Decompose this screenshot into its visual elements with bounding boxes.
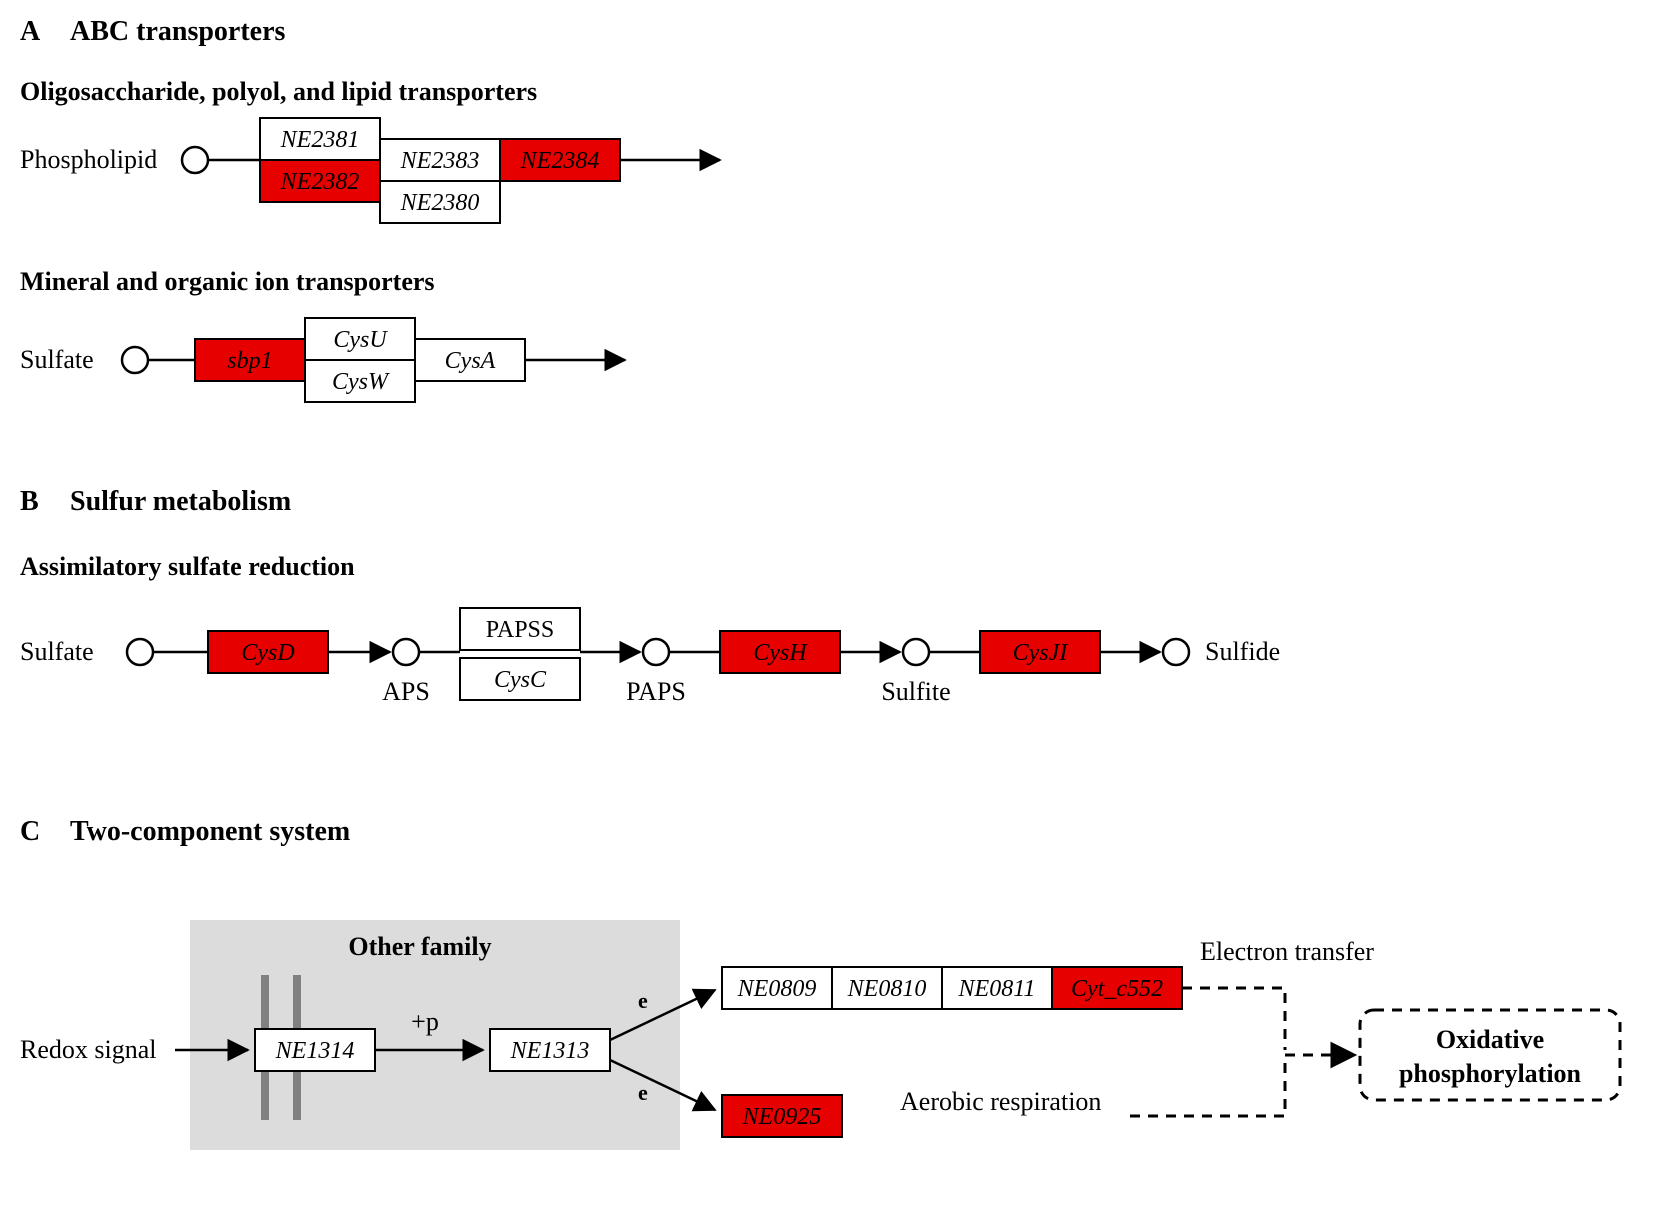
box-CysC: CysC [460, 658, 580, 700]
node-icon [903, 639, 929, 665]
box-NE2383: NE2383 [380, 139, 500, 181]
box-NE2384: NE2384 [500, 139, 620, 181]
svg-text:sbp1: sbp1 [227, 348, 272, 374]
box-NE1313: NE1313 [490, 1029, 610, 1071]
svg-text:CysH: CysH [753, 640, 808, 666]
svg-text:CysD: CysD [241, 640, 294, 666]
aps-label: APS [382, 677, 430, 706]
box-CysW: CysW [305, 360, 415, 402]
box-NE0811: NE0811 [942, 967, 1052, 1009]
svg-text:NE0811: NE0811 [958, 976, 1036, 1002]
paps-label: PAPS [626, 677, 686, 706]
box-NE2380: NE2380 [380, 181, 500, 223]
aerobic-label: Aerobic respiration [900, 1087, 1101, 1116]
svg-text:NE0809: NE0809 [737, 976, 817, 1002]
svg-text:NE1313: NE1313 [510, 1038, 590, 1064]
svg-text:CysW: CysW [332, 369, 390, 395]
svg-text:NE2380: NE2380 [400, 190, 480, 216]
node-icon [127, 639, 153, 665]
plus-p-label: +p [411, 1007, 439, 1036]
svg-text:NE0810: NE0810 [847, 976, 927, 1002]
box-NE0809: NE0809 [722, 967, 832, 1009]
svg-text:NE2381: NE2381 [280, 127, 360, 153]
box-NE0810: NE0810 [832, 967, 942, 1009]
box-NE2381: NE2381 [260, 118, 380, 160]
phospholipid-node-icon [182, 147, 208, 173]
phospholipid-label: Phospholipid [20, 145, 157, 174]
section-a-letter: A [20, 16, 41, 47]
svg-text:NE2382: NE2382 [280, 169, 360, 195]
section-b-letter: B [20, 486, 39, 517]
svg-text:CysC: CysC [494, 667, 547, 693]
svg-text:PAPSS: PAPSS [486, 617, 555, 643]
box-CysJI: CysJI [980, 631, 1100, 673]
section-b-title: Sulfur metabolism [70, 486, 291, 517]
section-a-sub2: Mineral and organic ion transporters [20, 267, 435, 296]
sulfate-node-icon [122, 347, 148, 373]
dash-line [1182, 988, 1285, 1050]
sulfate-label: Sulfate [20, 345, 94, 374]
box-sbp1: sbp1 [195, 339, 305, 381]
svg-text:NE0925: NE0925 [742, 1104, 822, 1130]
box-PAPSS: PAPSS [460, 608, 580, 650]
box-NE0925: NE0925 [722, 1095, 842, 1137]
redox-label: Redox signal [20, 1035, 157, 1064]
diagram-root: A ABC transporters Oligosaccharide, poly… [0, 0, 1659, 1210]
svg-text:CysJI: CysJI [1013, 640, 1069, 666]
section-a-title: ABC transporters [70, 16, 286, 47]
box-NE2382: NE2382 [260, 160, 380, 202]
svg-text:NE2383: NE2383 [400, 148, 480, 174]
electron-transfer-label: Electron transfer [1200, 937, 1374, 966]
section-a-sub1: Oligosaccharide, polyol, and lipid trans… [20, 77, 537, 106]
svg-text:NE2384: NE2384 [520, 148, 600, 174]
box-Cytc552: Cyt_c552 [1052, 967, 1182, 1009]
box-CysD: CysD [208, 631, 328, 673]
svg-text:CysA: CysA [445, 348, 496, 374]
node-icon [393, 639, 419, 665]
box-CysH: CysH [720, 631, 840, 673]
dash-line [1130, 1060, 1285, 1116]
svg-text:NE1314: NE1314 [275, 1038, 355, 1064]
b-sulfate-label: Sulfate [20, 637, 94, 666]
svg-text:CysU: CysU [333, 327, 388, 353]
box-NE1314: NE1314 [255, 1029, 375, 1071]
node-icon [643, 639, 669, 665]
svg-text:Cyt_c552: Cyt_c552 [1071, 976, 1163, 1002]
sulfide-label: Sulfide [1205, 637, 1280, 666]
e-label-top: e [638, 988, 648, 1013]
oxphos-line2: phosphorylation [1399, 1059, 1582, 1088]
node-icon [1163, 639, 1189, 665]
box-CysU: CysU [305, 318, 415, 360]
section-c-title: Two-component system [70, 816, 350, 847]
box-CysA: CysA [415, 339, 525, 381]
section-b-sub: Assimilatory sulfate reduction [20, 552, 355, 581]
oxphos-line1: Oxidative [1436, 1025, 1544, 1054]
e-label-bot: e [638, 1080, 648, 1105]
section-c-letter: C [20, 816, 40, 847]
sulfite-label: Sulfite [881, 677, 950, 706]
other-family-title: Other family [348, 932, 491, 961]
